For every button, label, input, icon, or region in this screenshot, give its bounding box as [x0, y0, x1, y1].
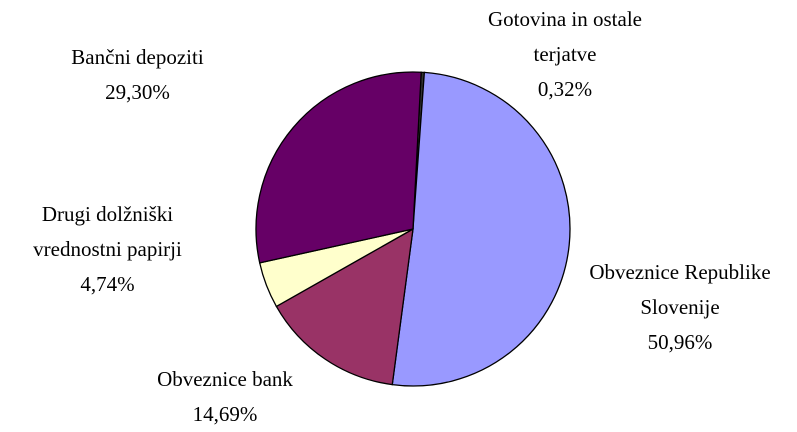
category-label: Drugi dolžniški vrednostni papirji [33, 202, 182, 261]
pie-slice [275, 227, 414, 386]
slice-label: Obveznice Republike Slovenije 50,96% [560, 255, 797, 360]
category-label: Obveznice bank [157, 367, 293, 391]
category-label: Bančni depoziti [71, 45, 204, 69]
pie-slice [391, 71, 571, 387]
slice-label: Obveznice bank 14,69% [120, 362, 330, 432]
value-label: 0,32% [537, 77, 593, 101]
category-label: Obveznice Republike Slovenije [589, 260, 771, 319]
value-label: 50,96% [647, 330, 713, 354]
value-label: 14,69% [192, 402, 258, 426]
slice-label: Gotovina in ostale terjatve 0,32% [455, 2, 675, 107]
pie-slice [255, 71, 422, 264]
slice-label: Bančni depoziti 29,30% [40, 40, 235, 110]
value-label: 29,30% [105, 80, 170, 104]
value-label: 4,74% [80, 272, 135, 296]
slice-label: Drugi dolžniški vrednostni papirji 4,74% [0, 197, 215, 302]
category-label: Gotovina in ostale terjatve [488, 7, 642, 66]
